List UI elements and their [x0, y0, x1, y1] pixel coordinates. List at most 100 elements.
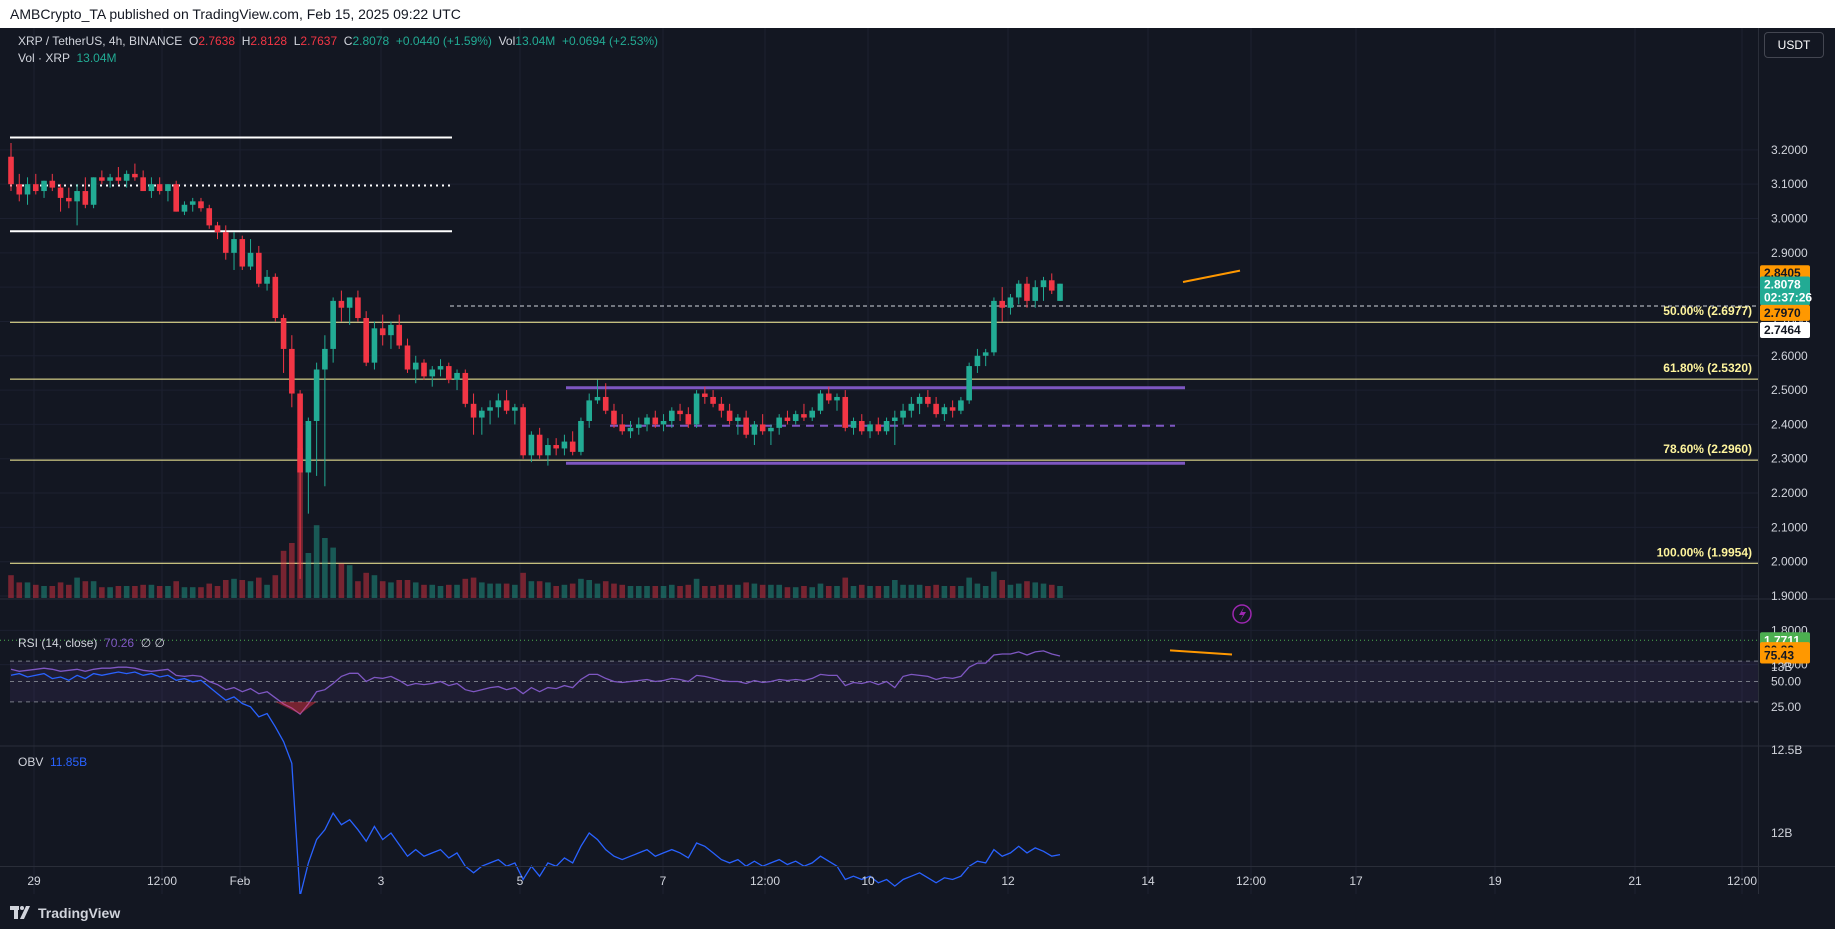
candle: [966, 362, 972, 404]
candle-body: [1007, 297, 1014, 308]
candle-body: [553, 445, 559, 449]
candle-body: [503, 400, 510, 411]
candle-body: [900, 410, 906, 418]
candle-body: [388, 324, 394, 336]
candle: [726, 403, 733, 425]
volume-bar: [503, 583, 510, 598]
lightning-icon: [1239, 607, 1246, 621]
candle-body: [784, 417, 791, 421]
candle-body: [991, 300, 997, 353]
currency-button[interactable]: USDT: [1764, 32, 1824, 58]
volume-bar: [256, 577, 262, 598]
volume-bar: [107, 587, 113, 598]
volume-bar: [16, 582, 23, 598]
volume-bar: [132, 586, 138, 598]
chart-canvas[interactable]: 50.00% (2.6977) 61.80% (2.5320) 78.60% (2.…: [0, 28, 1835, 894]
obv-tick-0: 13B: [1771, 660, 1792, 674]
candle: [355, 290, 361, 322]
candle-body: [437, 366, 444, 370]
volume-bar: [991, 571, 997, 598]
volume-bar: [1032, 582, 1039, 598]
volume-legend[interactable]: Vol · XRP 13.04M: [18, 51, 117, 65]
candle: [1015, 280, 1022, 305]
candle-body: [346, 297, 353, 308]
candle: [999, 287, 1005, 322]
volume-bar: [41, 586, 47, 598]
candle-body: [1015, 283, 1022, 298]
volume-bar: [710, 586, 716, 598]
volume-bar: [99, 587, 105, 598]
volume-bar: [743, 582, 749, 598]
volume-bar: [123, 586, 130, 598]
candle-body: [322, 348, 328, 370]
candle-body: [239, 239, 246, 267]
tradingview-brand[interactable]: TradingView: [10, 905, 120, 921]
candle: [553, 438, 559, 456]
legend-low: 2.7637: [300, 34, 338, 48]
volume-bar: [173, 581, 179, 598]
brand-text: TradingView: [38, 905, 121, 921]
price-badge-4: [1760, 322, 1810, 339]
candle: [429, 366, 436, 387]
volume-bar: [330, 547, 336, 598]
candle-body: [24, 184, 31, 195]
candle-body: [693, 393, 700, 425]
candle: [586, 393, 592, 428]
price-tick-1: 3.1000: [1771, 177, 1808, 191]
price-badge-text-4: 2.7464: [1764, 323, 1801, 337]
publish-text: AMBCrypto_TA published on TradingView.co…: [10, 6, 461, 22]
candle-body: [107, 177, 113, 181]
candle-body: [941, 407, 948, 415]
candle: [90, 177, 97, 209]
volume-bar: [677, 586, 683, 598]
candle-body: [627, 427, 634, 432]
volume-bar: [916, 584, 923, 598]
candle-body: [867, 424, 873, 432]
candle: [602, 383, 609, 415]
candle-body: [594, 396, 601, 401]
legend-vol-change: +0.0694 (+2.53%): [561, 34, 659, 48]
candle-body: [355, 297, 361, 319]
candle-body: [231, 239, 237, 253]
obv-legend[interactable]: OBV 11.85B: [18, 755, 87, 769]
obv-tick-1: 12.5B: [1771, 743, 1802, 757]
candle-body: [173, 184, 179, 212]
candle-body: [586, 400, 592, 421]
volume-bar: [561, 584, 568, 598]
candle-body: [916, 396, 923, 404]
candle: [784, 410, 791, 425]
candle: [817, 390, 824, 415]
fib-label-1: 61.80% (2.5320): [1663, 361, 1752, 375]
main-legend[interactable]: XRP / TetherUS, 4h, BINANCE O2.7638 H2.8…: [18, 34, 658, 48]
volume-bar: [512, 584, 518, 598]
volume-bar: [545, 582, 551, 598]
candle: [82, 177, 89, 209]
price-badge-1: [1760, 276, 1810, 293]
candle: [751, 420, 758, 446]
alert-icon: [1232, 604, 1252, 624]
candle-body: [264, 276, 270, 284]
volume-bar: [908, 584, 915, 598]
time-tick-9: 14: [1141, 874, 1155, 888]
volume-bar: [421, 584, 427, 598]
legend-change: +0.0440 (+1.59%): [395, 34, 492, 48]
volume-bar: [8, 575, 14, 598]
volume-bar: [379, 581, 386, 598]
rsi-legend[interactable]: RSI (14, close) 70.26 ∅ ∅: [18, 636, 165, 650]
candle: [735, 414, 741, 435]
candle-body: [892, 417, 898, 421]
time-tick-12: 19: [1488, 874, 1502, 888]
legend-symbol[interactable]: XRP / TetherUS, 4h, BINANCE: [18, 34, 183, 48]
volume-bar: [825, 586, 832, 598]
candle: [346, 297, 353, 325]
volume-bar: [239, 580, 246, 598]
candle: [297, 390, 303, 579]
volume-bar: [660, 586, 667, 598]
time-tick-2: Feb: [230, 874, 251, 888]
rsi-legend-label: RSI (14, close): [18, 636, 98, 650]
candle-body: [1024, 283, 1030, 301]
volume-bar: [1057, 586, 1063, 598]
volume-bar: [322, 538, 328, 598]
candle: [479, 407, 485, 435]
candle: [8, 142, 14, 192]
